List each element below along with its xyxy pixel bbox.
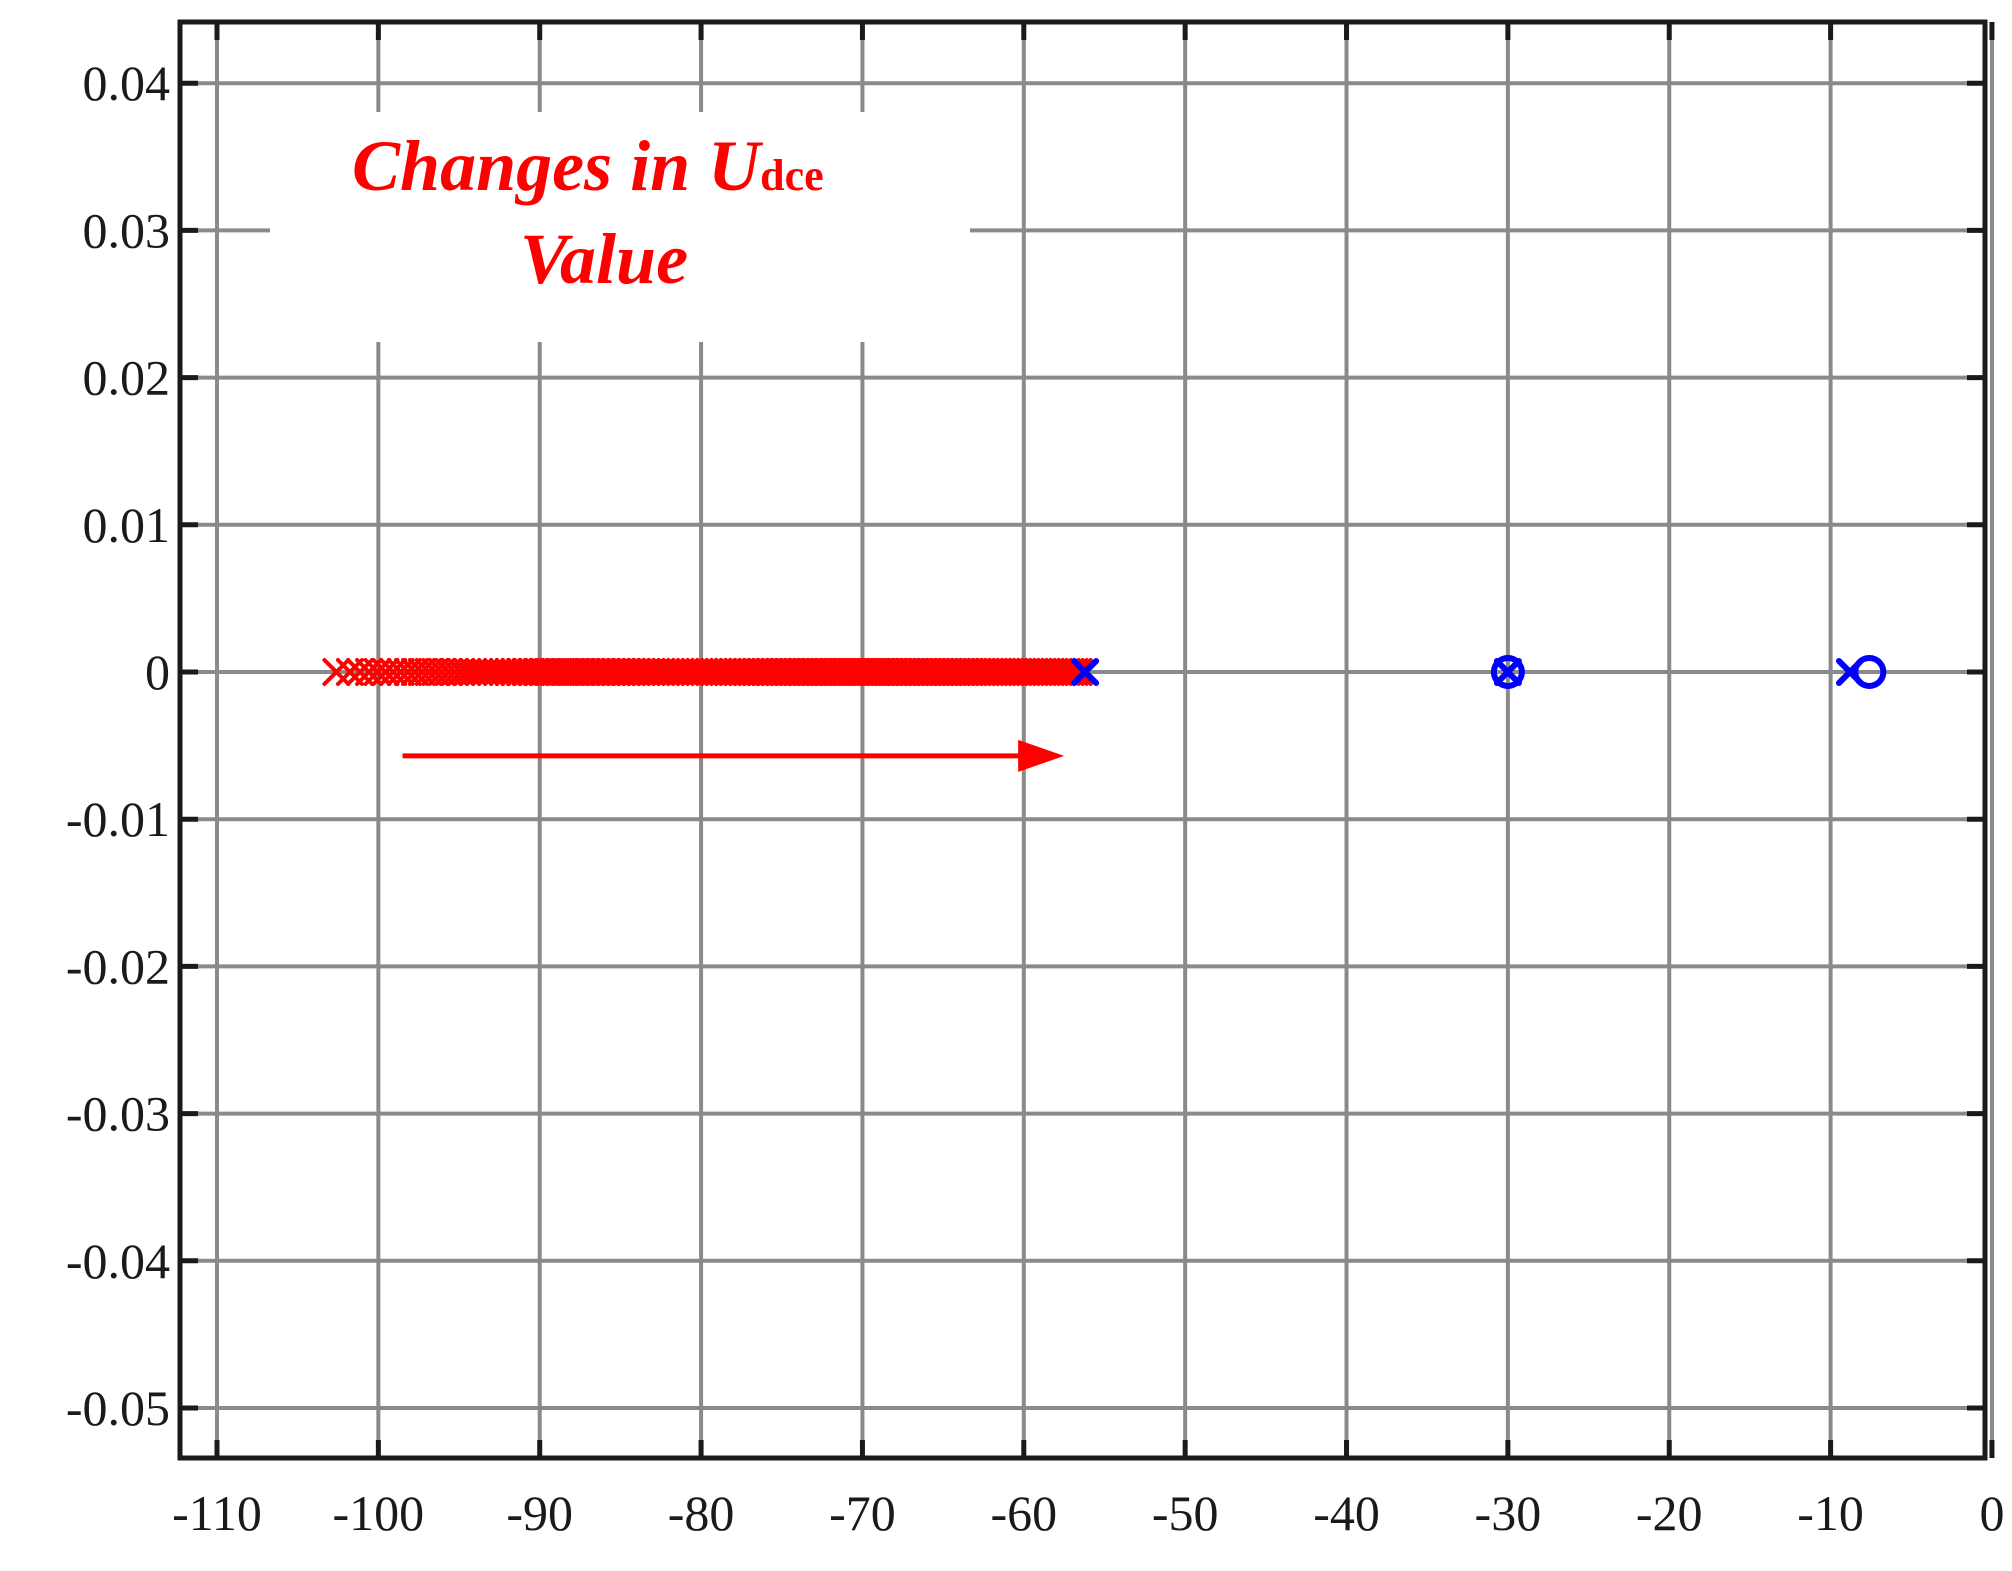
annotation-main: Changes in U <box>352 126 764 206</box>
x-marker-stroke <box>1060 658 1089 686</box>
axes: -110 -100 -90 -80 -70 -60 -50 -40 -30 -20 -10 00.04… <box>66 19 2004 1541</box>
annotation-background <box>270 112 970 342</box>
x-tick-label: -70 <box>829 1485 896 1541</box>
x-marker <box>335 658 364 686</box>
x-marker <box>1064 658 1093 686</box>
annotation: Changes in Udce Value <box>270 112 970 342</box>
data-marks <box>322 655 1887 772</box>
o-marker <box>1490 655 1525 689</box>
x-marker <box>1493 658 1522 686</box>
x-tick-label: -90 <box>506 1485 573 1541</box>
y-tick-label: -0.02 <box>66 938 170 994</box>
annotation-line-2: Value <box>520 219 688 299</box>
y-tick-label: 0.02 <box>83 350 171 406</box>
y-tick-label: 0.04 <box>83 55 171 111</box>
x-tick-label: -20 <box>1636 1485 1703 1541</box>
x-tick-label: -30 <box>1475 1485 1542 1541</box>
annotation-line-1: Changes in Udce <box>352 126 824 206</box>
o-marker <box>1852 655 1887 689</box>
arrow-head <box>1018 739 1065 772</box>
x-marker-stroke <box>335 658 364 686</box>
y-tick-label: -0.04 <box>66 1233 170 1289</box>
x-marker <box>1071 658 1100 686</box>
x-tick-label: 0 <box>1979 1485 2004 1541</box>
y-tick-label: -0.03 <box>66 1086 170 1142</box>
y-tick-label: 0.01 <box>83 497 171 553</box>
plot-frame <box>177 19 1988 1461</box>
x-marker-stroke <box>1493 658 1522 686</box>
x-tick-label: -80 <box>668 1485 735 1541</box>
x-marker-stroke <box>1064 658 1093 686</box>
y-tick-label: -0.01 <box>66 791 170 847</box>
y-tick-label: 0 <box>145 644 170 700</box>
y-tick-label: -0.05 <box>66 1380 170 1436</box>
x-marker <box>1060 658 1089 686</box>
x-marker-stroke <box>1071 658 1100 686</box>
x-tick-label: -50 <box>1152 1485 1219 1541</box>
x-tick-label: -10 <box>1797 1485 1864 1541</box>
x-tick-label: -60 <box>990 1485 1057 1541</box>
grid <box>180 22 1994 1458</box>
x-marker-stroke <box>427 658 456 686</box>
annotation-subscript: dce <box>760 151 824 200</box>
x-tick-label: -100 <box>333 1485 425 1541</box>
x-tick-label: -110 <box>172 1485 262 1541</box>
y-tick-label: 0.03 <box>83 202 171 258</box>
x-marker <box>421 658 450 686</box>
x-tick-label: -40 <box>1313 1485 1380 1541</box>
direction-arrow <box>402 739 1065 772</box>
x-marker-stroke <box>421 658 450 686</box>
x-marker <box>427 658 456 686</box>
